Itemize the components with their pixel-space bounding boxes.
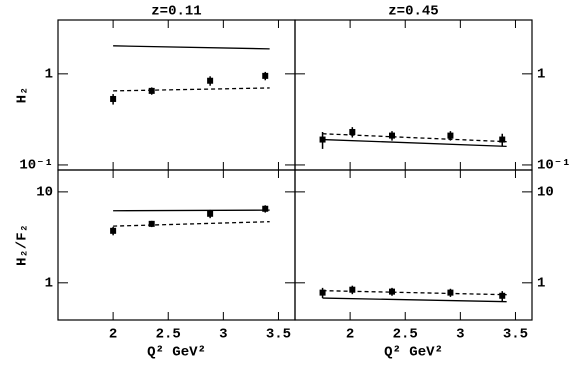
panel-frame [57, 19, 296, 171]
y-tick-label: 10 [36, 185, 53, 201]
y-tick-label: 1 [45, 67, 53, 83]
y-tick-label: 10⁻¹ [19, 158, 53, 174]
data-point [262, 205, 269, 212]
data-point [447, 289, 454, 296]
data-point [262, 72, 269, 79]
panel-frame [294, 169, 533, 321]
dashed-line [322, 133, 507, 143]
solid-line [113, 209, 270, 212]
solid-line [322, 297, 507, 303]
panel-frame [294, 19, 533, 171]
x-tick-label: 3 [219, 327, 227, 343]
x-tick-label: 3.5 [503, 327, 528, 343]
data-point [447, 132, 454, 139]
y-axis-label: H₂/F₂ [15, 224, 31, 266]
data-point [499, 136, 506, 143]
y-tick-label: 10 [537, 185, 554, 201]
x-tick-label: 2 [109, 327, 117, 343]
data-point [389, 132, 396, 139]
y-tick-label: 1 [537, 67, 545, 83]
panel-title: z=0.45 [388, 4, 438, 20]
data-point [148, 87, 155, 94]
y-tick-label: 1 [45, 276, 53, 292]
x-tick-label: 2 [346, 327, 354, 343]
panel-frame [57, 169, 296, 321]
x-axis-label: Q² GeV² [147, 345, 206, 361]
data-point [349, 128, 356, 135]
panel-title: z=0.11 [151, 4, 201, 20]
x-tick-label: 3.5 [266, 327, 291, 343]
solid-line [322, 138, 507, 147]
x-tick-label: 2.5 [393, 327, 418, 343]
solid-line [113, 45, 270, 50]
data-point [110, 227, 117, 234]
data-point [349, 286, 356, 293]
data-point [207, 77, 214, 84]
data-point [499, 292, 506, 299]
y-axis-label: H₂ [15, 87, 31, 104]
data-point [389, 288, 396, 295]
y-tick-label: 1 [537, 276, 545, 292]
x-tick-label: 2.5 [156, 327, 181, 343]
dashed-line [322, 290, 507, 296]
data-point [319, 289, 326, 296]
data-point [207, 210, 214, 217]
x-tick-label: 3 [456, 327, 464, 343]
y-tick-label: 10⁻¹ [537, 158, 571, 174]
dashed-line [113, 221, 270, 227]
data-point [110, 95, 117, 102]
x-axis-label: Q² GeV² [384, 345, 443, 361]
dashed-line [113, 87, 270, 92]
data-point [148, 220, 155, 227]
